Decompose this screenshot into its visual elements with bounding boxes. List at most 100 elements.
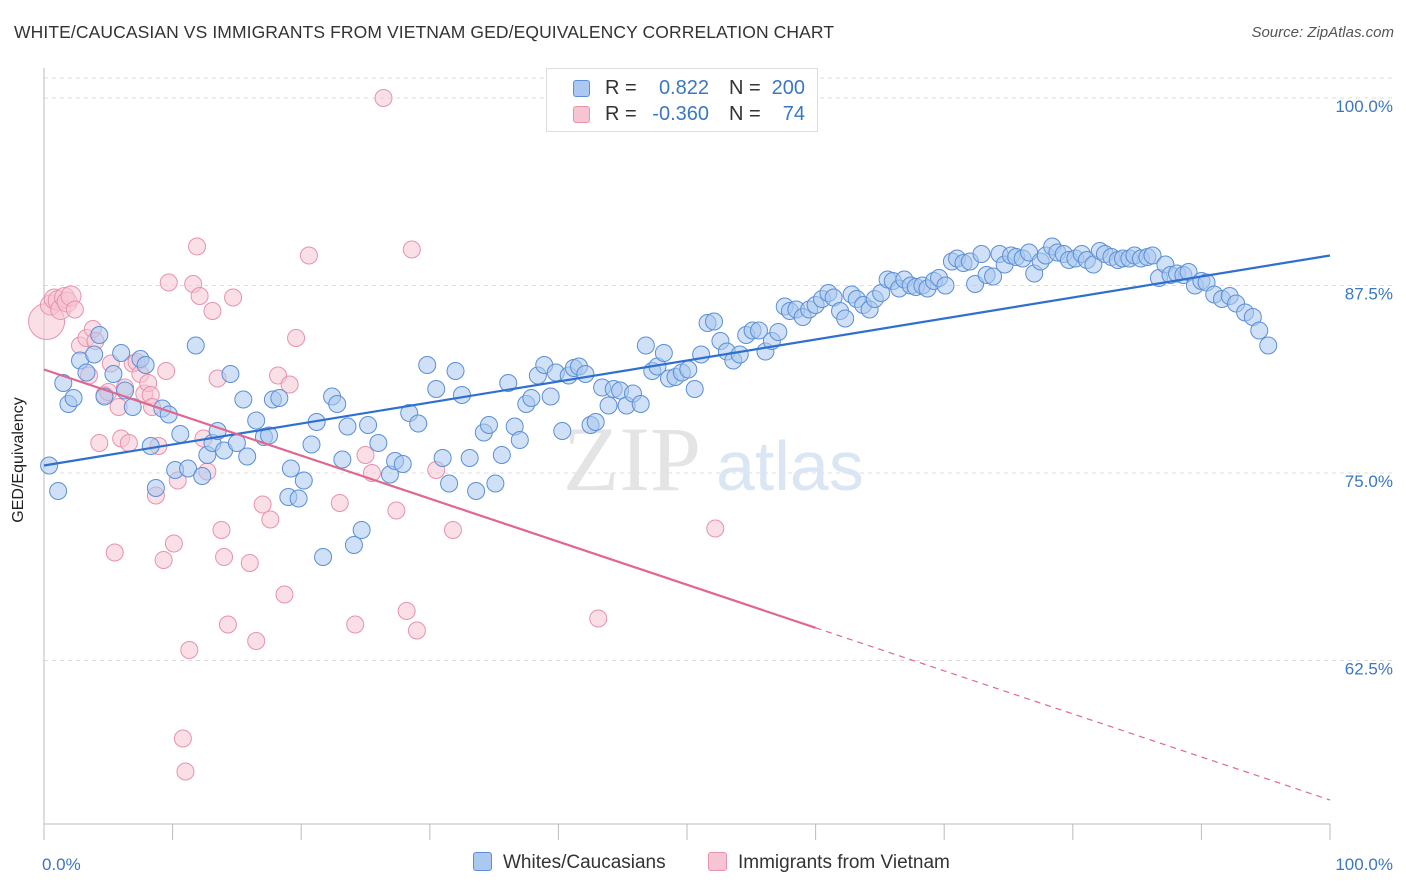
- vietnam-point: [159, 273, 178, 292]
- whites-trend-line: [43, 254, 1331, 467]
- legend-row-vietnam: R = -0.360 N = 74: [547, 102, 817, 126]
- vietnam-point: [407, 621, 426, 640]
- whites-point: [576, 365, 595, 383]
- whites-point: [769, 323, 788, 341]
- whites-point: [460, 449, 479, 467]
- legend-r-value: 0.822: [658, 77, 709, 99]
- whites-point: [352, 521, 371, 539]
- vietnam-point: [374, 89, 393, 107]
- trend-lines: [43, 254, 1331, 801]
- vietnam-point: [330, 494, 349, 512]
- vietnam-point: [706, 519, 725, 538]
- whites-point: [344, 536, 363, 554]
- whites-point: [984, 267, 1003, 286]
- whites-point: [333, 450, 352, 469]
- legend-r-label: R =: [605, 77, 637, 99]
- vietnam-point: [90, 434, 109, 452]
- whites-point: [338, 417, 357, 436]
- whites-point: [359, 416, 378, 434]
- legend-n-value: 200: [771, 77, 805, 99]
- watermark: ZIP atlas: [563, 408, 864, 510]
- whites-point: [705, 312, 724, 331]
- whites-point: [510, 431, 529, 449]
- whites-point: [409, 414, 428, 433]
- vietnam-point: [261, 510, 280, 529]
- whites-point: [314, 548, 333, 566]
- whites-point: [294, 471, 313, 490]
- whites-point: [446, 362, 465, 380]
- vietnam-point: [280, 375, 299, 394]
- whites-point: [171, 425, 190, 443]
- whites-point: [1143, 246, 1162, 265]
- vietnam-point: [224, 288, 243, 307]
- vietnam-point: [356, 446, 375, 464]
- y-tick-label: 62.5%: [1345, 660, 1393, 679]
- whites-point: [433, 449, 452, 467]
- whites-point: [492, 446, 511, 464]
- whites-point: [179, 459, 198, 478]
- whites-point: [136, 356, 155, 374]
- chart-source: Source: ZipAtlas.com: [1251, 24, 1394, 41]
- bottom-legend-label-vietnam: Immigrants from Vietnam: [738, 852, 950, 873]
- whites-point: [522, 389, 541, 407]
- vietnam-point: [397, 602, 416, 620]
- y-tick-label: 87.5%: [1345, 285, 1393, 304]
- chart-title: WHITE/CAUCASIAN VS IMMIGRANTS FROM VIETN…: [14, 22, 835, 42]
- whites-point: [692, 345, 711, 364]
- whites-point: [427, 380, 446, 398]
- whites-point: [54, 374, 73, 392]
- vietnam-trend-line: [43, 368, 816, 629]
- vietnam-point: [387, 501, 406, 520]
- whites-point: [586, 413, 605, 431]
- whites-point: [221, 365, 240, 383]
- whites-point: [90, 326, 109, 344]
- vietnam-point: [402, 240, 421, 259]
- whites-point: [369, 434, 388, 452]
- vietnam-point: [253, 495, 272, 514]
- bottom-legend-vietnam: Immigrants from Vietnam: [708, 852, 950, 876]
- whites-point: [247, 411, 266, 430]
- whites-point: [467, 482, 486, 500]
- whites-point: [452, 386, 471, 404]
- whites-point: [936, 276, 955, 295]
- vietnam-point: [203, 302, 222, 320]
- vietnam-point: [287, 329, 306, 347]
- whites-point: [112, 344, 131, 362]
- whites-point: [479, 416, 498, 434]
- vietnam-point: [105, 543, 124, 562]
- whites-point: [193, 467, 212, 485]
- series-whites-points: [40, 237, 1278, 566]
- whites-point: [685, 380, 704, 398]
- x-tick-label-min: 0.0%: [42, 855, 81, 874]
- vietnam-trend-line-extrapolated: [815, 627, 1331, 801]
- whites-point: [281, 459, 300, 478]
- whites-point: [730, 345, 749, 364]
- whites-point: [654, 344, 673, 362]
- whites-point: [679, 360, 698, 379]
- stats-legend: R = 0.822 N = 200 R = -0.360 N = 74: [546, 68, 818, 132]
- whites-point: [270, 389, 289, 407]
- bottom-legend-label-whites: Whites/Caucasians: [503, 852, 666, 873]
- vietnam-point: [240, 554, 259, 572]
- whites-point: [328, 395, 347, 413]
- vietnam-point: [212, 521, 231, 539]
- vietnam-point: [275, 585, 294, 604]
- vietnam-point: [65, 300, 84, 319]
- bottom-legend-swatch-pink: [708, 852, 727, 871]
- x-axis: [43, 68, 1331, 840]
- whites-point: [85, 345, 104, 364]
- whites-point: [49, 482, 68, 500]
- whites-point: [418, 356, 437, 374]
- y-tick-labels: 62.5% 75.0% 87.5% 100.0%: [1335, 97, 1393, 679]
- vietnam-point: [190, 287, 209, 305]
- whites-point: [104, 365, 123, 383]
- whites-point: [234, 390, 253, 409]
- vietnam-point: [215, 548, 234, 566]
- legend-swatch-blue: [573, 80, 590, 97]
- grid-lines: [44, 77, 1394, 661]
- whites-point: [1250, 321, 1269, 340]
- watermark-atlas: atlas: [716, 427, 864, 505]
- vietnam-point: [157, 362, 176, 380]
- vietnam-point: [218, 615, 237, 634]
- whites-point: [486, 474, 505, 493]
